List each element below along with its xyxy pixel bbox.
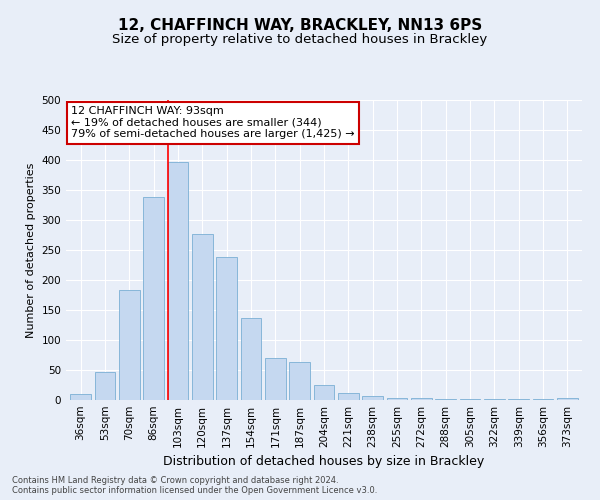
Text: 12 CHAFFINCH WAY: 93sqm
← 19% of detached houses are smaller (344)
79% of semi-d: 12 CHAFFINCH WAY: 93sqm ← 19% of detache… — [71, 106, 355, 139]
Bar — [192, 234, 212, 400]
Bar — [265, 358, 286, 400]
Bar — [338, 394, 359, 400]
Bar — [362, 396, 383, 400]
X-axis label: Distribution of detached houses by size in Brackley: Distribution of detached houses by size … — [163, 456, 485, 468]
Text: Contains HM Land Registry data © Crown copyright and database right 2024.
Contai: Contains HM Land Registry data © Crown c… — [12, 476, 377, 495]
Bar — [289, 362, 310, 400]
Bar — [70, 394, 91, 400]
Bar — [557, 398, 578, 400]
Bar — [314, 385, 334, 400]
Bar — [167, 162, 188, 400]
Bar — [119, 290, 140, 400]
Text: 12, CHAFFINCH WAY, BRACKLEY, NN13 6PS: 12, CHAFFINCH WAY, BRACKLEY, NN13 6PS — [118, 18, 482, 32]
Bar — [436, 399, 456, 400]
Text: Size of property relative to detached houses in Brackley: Size of property relative to detached ho… — [112, 32, 488, 46]
Bar — [143, 197, 164, 400]
Bar — [386, 398, 407, 400]
Bar — [241, 318, 262, 400]
Y-axis label: Number of detached properties: Number of detached properties — [26, 162, 36, 338]
Bar — [95, 372, 115, 400]
Bar — [216, 257, 237, 400]
Bar — [411, 398, 432, 400]
Bar — [460, 399, 481, 400]
